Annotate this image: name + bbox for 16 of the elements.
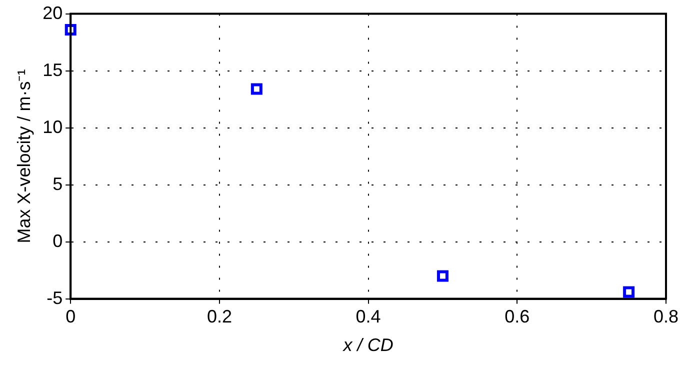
x-axis-title: x / CD [342, 335, 394, 356]
y-tick-label: 0 [52, 230, 63, 251]
x-tick-label: 0.8 [653, 306, 679, 327]
x-tick-label: 0.2 [206, 306, 232, 327]
point [250, 83, 262, 95]
y-tick-label: -5 [46, 288, 63, 308]
y-axis-title: Max X-velocity / m·s⁻¹ [14, 69, 34, 244]
point [436, 270, 448, 282]
y-tick-label: 20 [42, 2, 63, 23]
x-tick-label: 0.4 [356, 306, 381, 327]
x-tick-label: 0.6 [504, 306, 530, 327]
x-tick-label: 0 [66, 306, 76, 327]
point [623, 286, 635, 298]
y-tick-label: 5 [52, 174, 63, 194]
y-tick-label: 15 [42, 60, 63, 80]
y-tick-label: 10 [42, 116, 63, 137]
